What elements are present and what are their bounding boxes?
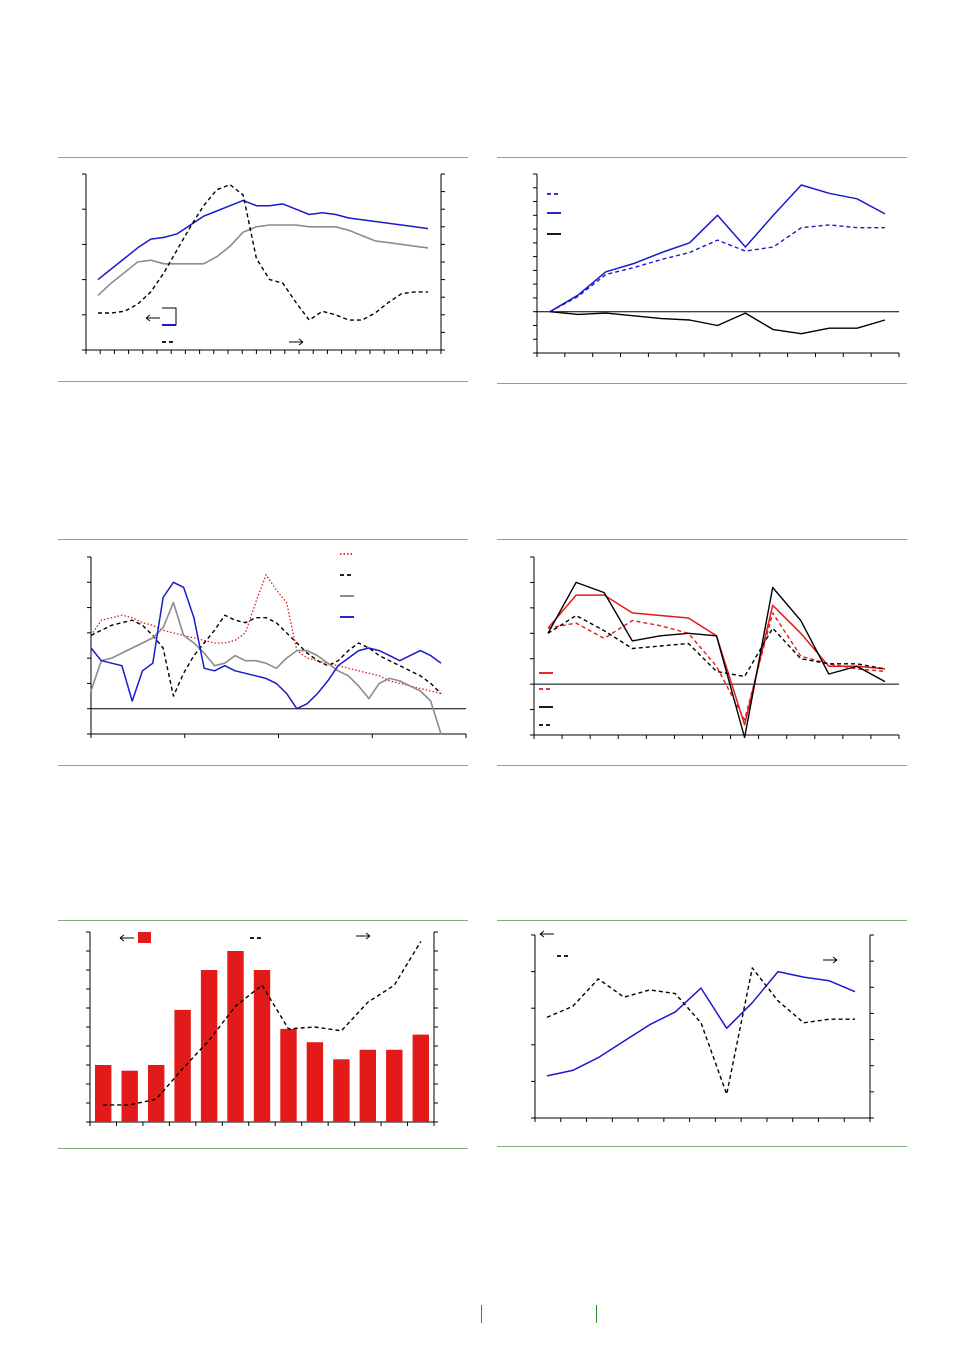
chart-6-svg: [531, 930, 874, 1122]
series-line-3: [98, 183, 428, 321]
bar-10: [333, 1059, 350, 1122]
panel-top-rule: [58, 920, 468, 921]
chart-1-svg: [82, 173, 445, 354]
legend-arrow-left: [539, 930, 554, 938]
bar-9: [306, 1042, 324, 1122]
bar-8: [280, 1028, 297, 1122]
legend-arrow-left: [119, 934, 134, 942]
bar-7: [253, 970, 271, 1122]
series-line-1: [547, 594, 886, 726]
legend-key-bar: [138, 932, 151, 943]
series-line-2: [546, 967, 855, 1095]
panel-bottom-rule: [58, 765, 468, 766]
panel-bottom-rule: [58, 381, 468, 382]
legend-arrow-left: [145, 314, 160, 322]
chart-3-svg: [87, 553, 467, 738]
chart-panel-2: [497, 157, 907, 385]
chart-5-svg: [86, 931, 438, 1126]
series-line-2: [97, 224, 429, 296]
panel-top-rule: [58, 539, 468, 540]
panel-bottom-rule: [497, 1146, 907, 1147]
panel-bottom-rule: [58, 1148, 468, 1149]
series-line-3: [90, 601, 442, 735]
series-line-2: [90, 614, 442, 697]
series-line-1: [97, 199, 429, 281]
bar-12: [386, 1049, 403, 1122]
legend-bracket: [162, 307, 177, 326]
series-line-3: [549, 311, 886, 335]
series-line-1: [90, 574, 442, 695]
series-line-1: [549, 224, 885, 313]
series-line-4: [90, 581, 442, 710]
chart-panel-1: [58, 157, 468, 383]
chart-panel-3: [58, 539, 468, 767]
bar-11: [359, 1049, 376, 1122]
footer-separator-right: [596, 1305, 597, 1323]
bar-5: [200, 970, 218, 1122]
bar-6: [227, 951, 244, 1122]
series-line-1: [546, 970, 856, 1077]
panel-top-rule: [497, 157, 907, 158]
panel-top-rule: [58, 157, 468, 158]
panel-top-rule: [497, 539, 907, 540]
footer-separator-left: [481, 1305, 482, 1323]
series-line-3: [547, 581, 886, 739]
legend-arrow-right: [823, 956, 838, 964]
bar-13: [412, 1034, 429, 1122]
chart-2-svg: [533, 173, 900, 357]
chart-panel-6: [497, 920, 907, 1148]
legend-arrow-right: [289, 338, 304, 346]
series-line-4: [547, 614, 886, 678]
panel-bottom-rule: [497, 383, 907, 384]
bar-4: [174, 1009, 191, 1122]
series-line-2: [549, 184, 886, 313]
legend-arrow-right: [356, 932, 371, 940]
series-line-1: [103, 941, 422, 1106]
chart-panel-4: [497, 539, 907, 767]
panel-bottom-rule: [497, 765, 907, 766]
bar-3: [148, 1065, 165, 1122]
bar-2: [121, 1070, 138, 1122]
chart-4-svg: [530, 556, 900, 739]
chart-panel-5: [58, 920, 468, 1150]
bar-1: [95, 1065, 112, 1122]
panel-top-rule: [497, 920, 907, 921]
